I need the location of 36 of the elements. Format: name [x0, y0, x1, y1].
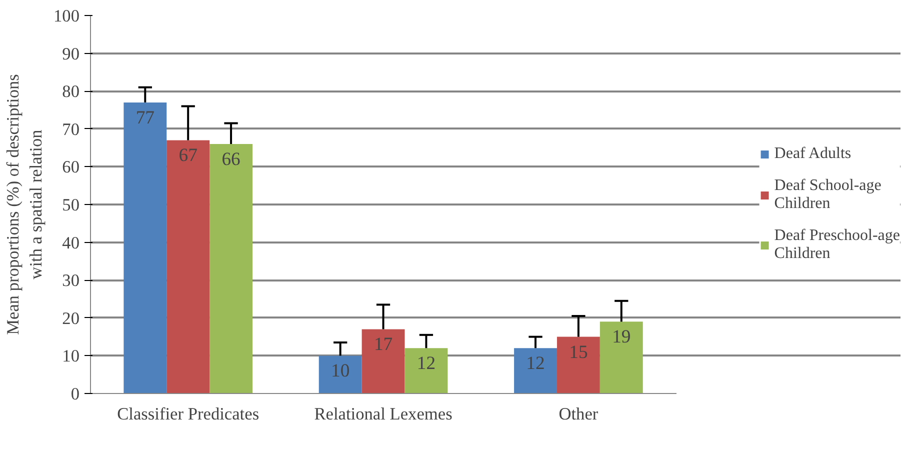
x-tick-label: Classifier Predicates	[117, 404, 260, 424]
bar	[514, 348, 557, 394]
y-tick-label: 80	[62, 82, 80, 102]
y-tick-label: 100	[54, 6, 80, 26]
y-tick-label: 60	[62, 158, 80, 177]
bar	[600, 322, 643, 394]
data-label: 12	[416, 353, 436, 374]
y-tick-label: 10	[62, 346, 80, 366]
bar	[124, 102, 167, 394]
x-tick-label: Relational Lexemes	[314, 404, 453, 424]
y-tick-label: 0	[70, 384, 80, 404]
data-label: 66	[222, 149, 240, 170]
x-tick-label: Other	[558, 404, 598, 424]
y-tick-label: 50	[62, 196, 80, 214]
data-label: 10	[331, 360, 350, 382]
bar	[210, 144, 252, 394]
data-label: 15	[569, 342, 588, 363]
y-tick-label: 40	[62, 233, 80, 252]
legend-label: Deaf Preschool-age Children	[774, 227, 900, 263]
y-tick-label: 90	[62, 44, 80, 64]
bar	[166, 140, 210, 394]
data-label: 67	[178, 145, 198, 166]
bar	[318, 356, 362, 394]
legend-label: Deaf School-age Children	[774, 177, 882, 213]
y-tick-label: 30	[62, 271, 80, 290]
y-tick-label: 70	[62, 120, 80, 139]
y-tick-label: 20	[62, 308, 80, 328]
data-label: 19	[612, 326, 631, 348]
data-label: 12	[526, 353, 545, 374]
y-axis-title: Mean proportions (%) of descriptions with a spatial relation	[4, 74, 46, 335]
bar	[362, 329, 405, 394]
legend-label: Deaf Adults	[774, 145, 852, 163]
data-label: 77	[136, 107, 154, 128]
bar	[556, 336, 600, 394]
bar	[404, 348, 448, 394]
data-label: 17	[374, 334, 393, 356]
